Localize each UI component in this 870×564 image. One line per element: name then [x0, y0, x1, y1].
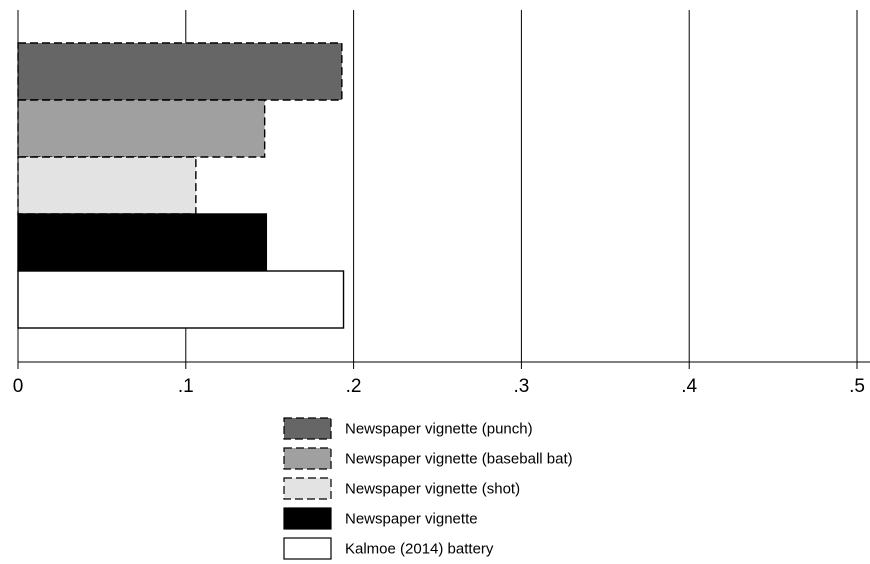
bar	[17, 99, 266, 158]
legend-swatch	[283, 477, 332, 500]
bar	[17, 42, 343, 101]
bar	[17, 213, 268, 272]
x-tick-label: .5	[849, 376, 865, 397]
x-tick-label: .3	[513, 376, 529, 397]
bar	[17, 156, 197, 215]
bars	[17, 42, 345, 329]
legend-swatch	[283, 447, 332, 470]
bar	[17, 270, 345, 329]
legend-label: Kalmoe (2014) battery	[345, 541, 494, 558]
x-tick-label: 0	[13, 376, 24, 397]
legend-swatch	[283, 507, 332, 530]
x-tick-label: .4	[681, 376, 697, 397]
legend-label: Newspaper vignette (shot)	[345, 481, 520, 498]
legend-swatch	[283, 417, 332, 440]
x-tick-label: .2	[346, 376, 362, 397]
x-axis: 0 .1 .2 .3 .4 .5	[13, 10, 870, 397]
legend-label: Newspaper vignette (punch)	[345, 421, 533, 438]
legend-label: Newspaper vignette	[345, 511, 478, 528]
legend-swatch	[283, 537, 332, 560]
x-tick-label: .1	[178, 376, 194, 397]
legend: Newspaper vignette (punch) Newspaper vign…	[283, 417, 573, 560]
legend-label: Newspaper vignette (baseball bat)	[345, 451, 573, 468]
